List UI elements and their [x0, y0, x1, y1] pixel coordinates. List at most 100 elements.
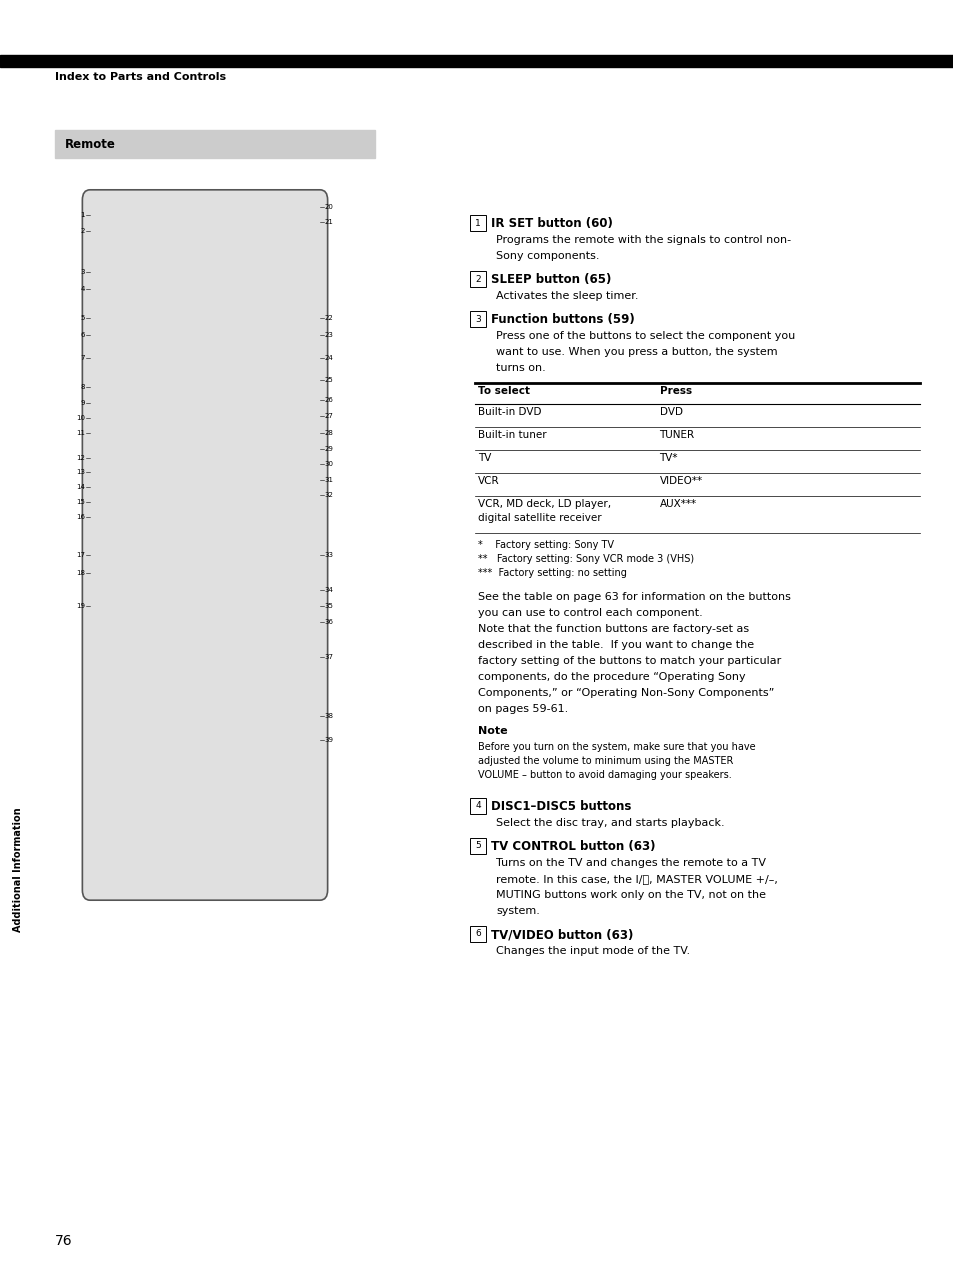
Text: Changes the input mode of the TV.: Changes the input mode of the TV. — [496, 947, 689, 956]
Text: 6: 6 — [475, 930, 480, 939]
Text: 7: 7 — [80, 355, 85, 361]
Text: Before you turn on the system, make sure that you have: Before you turn on the system, make sure… — [477, 741, 755, 752]
Text: 15: 15 — [76, 499, 85, 505]
Text: 1: 1 — [475, 219, 480, 228]
Text: 4: 4 — [475, 801, 480, 810]
Text: Sony components.: Sony components. — [496, 251, 598, 261]
Text: 32: 32 — [324, 492, 334, 498]
Text: 4: 4 — [81, 285, 85, 292]
Text: system.: system. — [496, 906, 539, 916]
Text: 23: 23 — [324, 333, 334, 338]
Text: DVD: DVD — [659, 406, 681, 417]
Text: **   Factory setting: Sony VCR mode 3 (VHS): ** Factory setting: Sony VCR mode 3 (VHS… — [477, 554, 694, 564]
Text: 22: 22 — [324, 315, 334, 321]
Text: Activates the sleep timer.: Activates the sleep timer. — [496, 290, 638, 301]
Text: Programs the remote with the signals to control non-: Programs the remote with the signals to … — [496, 234, 790, 245]
Text: 25: 25 — [324, 377, 334, 383]
Text: 6: 6 — [80, 333, 85, 338]
Text: 36: 36 — [324, 619, 334, 626]
Text: 27: 27 — [324, 413, 334, 419]
Text: adjusted the volume to minimum using the MASTER: adjusted the volume to minimum using the… — [477, 755, 733, 766]
Text: TUNER: TUNER — [659, 431, 694, 440]
Text: Built-in DVD: Built-in DVD — [477, 406, 541, 417]
Text: 5: 5 — [81, 315, 85, 321]
Text: VCR, MD deck, LD player,: VCR, MD deck, LD player, — [477, 499, 611, 510]
Text: VCR: VCR — [477, 476, 499, 485]
Text: components, do the procedure “Operating Sony: components, do the procedure “Operating … — [477, 671, 745, 682]
Text: digital satellite receiver: digital satellite receiver — [477, 513, 601, 524]
Text: 1: 1 — [80, 211, 85, 218]
Text: 35: 35 — [324, 603, 334, 609]
Text: Function buttons (59): Function buttons (59) — [491, 313, 634, 326]
Text: 19: 19 — [76, 603, 85, 609]
Text: 17: 17 — [76, 552, 85, 558]
Text: TV: TV — [477, 454, 491, 462]
Text: *    Factory setting: Sony TV: * Factory setting: Sony TV — [477, 540, 614, 550]
Text: TV CONTROL button (63): TV CONTROL button (63) — [491, 840, 655, 854]
Bar — [0, 55, 953, 68]
Text: Components,” or “Operating Non-Sony Components”: Components,” or “Operating Non-Sony Comp… — [477, 688, 774, 698]
Text: VIDEO**: VIDEO** — [659, 476, 702, 485]
Text: 11: 11 — [76, 431, 85, 436]
Text: To select: To select — [477, 386, 530, 396]
Text: 12: 12 — [76, 455, 85, 461]
Text: Index to Parts and Controls: Index to Parts and Controls — [55, 73, 226, 82]
Bar — [470, 838, 485, 854]
Text: MUTING buttons work only on the TV, not on the: MUTING buttons work only on the TV, not … — [496, 891, 765, 899]
Text: SLEEP button (65): SLEEP button (65) — [491, 273, 611, 285]
Text: 14: 14 — [76, 484, 85, 490]
Text: 29: 29 — [324, 446, 334, 452]
Text: Remote: Remote — [65, 138, 115, 150]
FancyBboxPatch shape — [82, 190, 327, 901]
Text: remote. In this case, the I/⏻, MASTER VOLUME +/–,: remote. In this case, the I/⏻, MASTER VO… — [496, 874, 777, 884]
Bar — [55, 130, 375, 158]
Text: 33: 33 — [324, 552, 334, 558]
Text: 34: 34 — [324, 587, 334, 592]
Bar — [470, 926, 485, 941]
Text: 31: 31 — [324, 476, 334, 483]
Text: Note: Note — [477, 726, 507, 736]
Text: 24: 24 — [324, 355, 334, 361]
Text: 38: 38 — [324, 713, 334, 719]
Bar — [470, 271, 485, 287]
Text: 13: 13 — [76, 469, 85, 475]
Text: 10: 10 — [76, 415, 85, 420]
Text: on pages 59-61.: on pages 59-61. — [477, 705, 568, 713]
Text: 3: 3 — [80, 269, 85, 275]
Text: turns on.: turns on. — [496, 363, 545, 373]
Text: 16: 16 — [76, 513, 85, 520]
Text: 2: 2 — [475, 274, 480, 284]
Text: 2: 2 — [81, 228, 85, 234]
Text: 21: 21 — [324, 219, 334, 225]
Text: Built-in tuner: Built-in tuner — [477, 431, 546, 440]
Text: TV/VIDEO button (63): TV/VIDEO button (63) — [491, 927, 633, 941]
Text: 30: 30 — [324, 461, 334, 468]
Text: 20: 20 — [324, 204, 334, 210]
Text: you can use to control each component.: you can use to control each component. — [477, 608, 702, 618]
Text: Note that the function buttons are factory-set as: Note that the function buttons are facto… — [477, 624, 748, 634]
Text: 26: 26 — [324, 397, 334, 403]
Text: want to use. When you press a button, the system: want to use. When you press a button, th… — [496, 347, 777, 357]
Text: See the table on page 63 for information on the buttons: See the table on page 63 for information… — [477, 592, 790, 603]
Text: 3: 3 — [475, 315, 480, 324]
Text: Press: Press — [659, 386, 691, 396]
Text: ***  Factory setting: no setting: *** Factory setting: no setting — [477, 568, 626, 578]
Text: IR SET button (60): IR SET button (60) — [491, 217, 612, 231]
Text: 28: 28 — [324, 431, 334, 436]
Bar — [470, 798, 485, 814]
Text: Press one of the buttons to select the component you: Press one of the buttons to select the c… — [496, 331, 795, 341]
Text: TV*: TV* — [659, 454, 678, 462]
Text: VOLUME – button to avoid damaging your speakers.: VOLUME – button to avoid damaging your s… — [477, 769, 731, 780]
Text: AUX***: AUX*** — [659, 499, 696, 510]
Text: Turns on the TV and changes the remote to a TV: Turns on the TV and changes the remote t… — [496, 857, 765, 868]
Text: Additional Information: Additional Information — [13, 808, 23, 933]
Text: 5: 5 — [475, 842, 480, 851]
Text: described in the table.  If you want to change the: described in the table. If you want to c… — [477, 640, 753, 650]
Bar — [470, 311, 485, 327]
Text: 9: 9 — [80, 400, 85, 406]
Text: 18: 18 — [76, 569, 85, 576]
Text: factory setting of the buttons to match your particular: factory setting of the buttons to match … — [477, 656, 781, 666]
Text: 39: 39 — [324, 736, 334, 743]
Text: DISC1–DISC5 buttons: DISC1–DISC5 buttons — [491, 800, 631, 813]
Bar — [470, 215, 485, 231]
